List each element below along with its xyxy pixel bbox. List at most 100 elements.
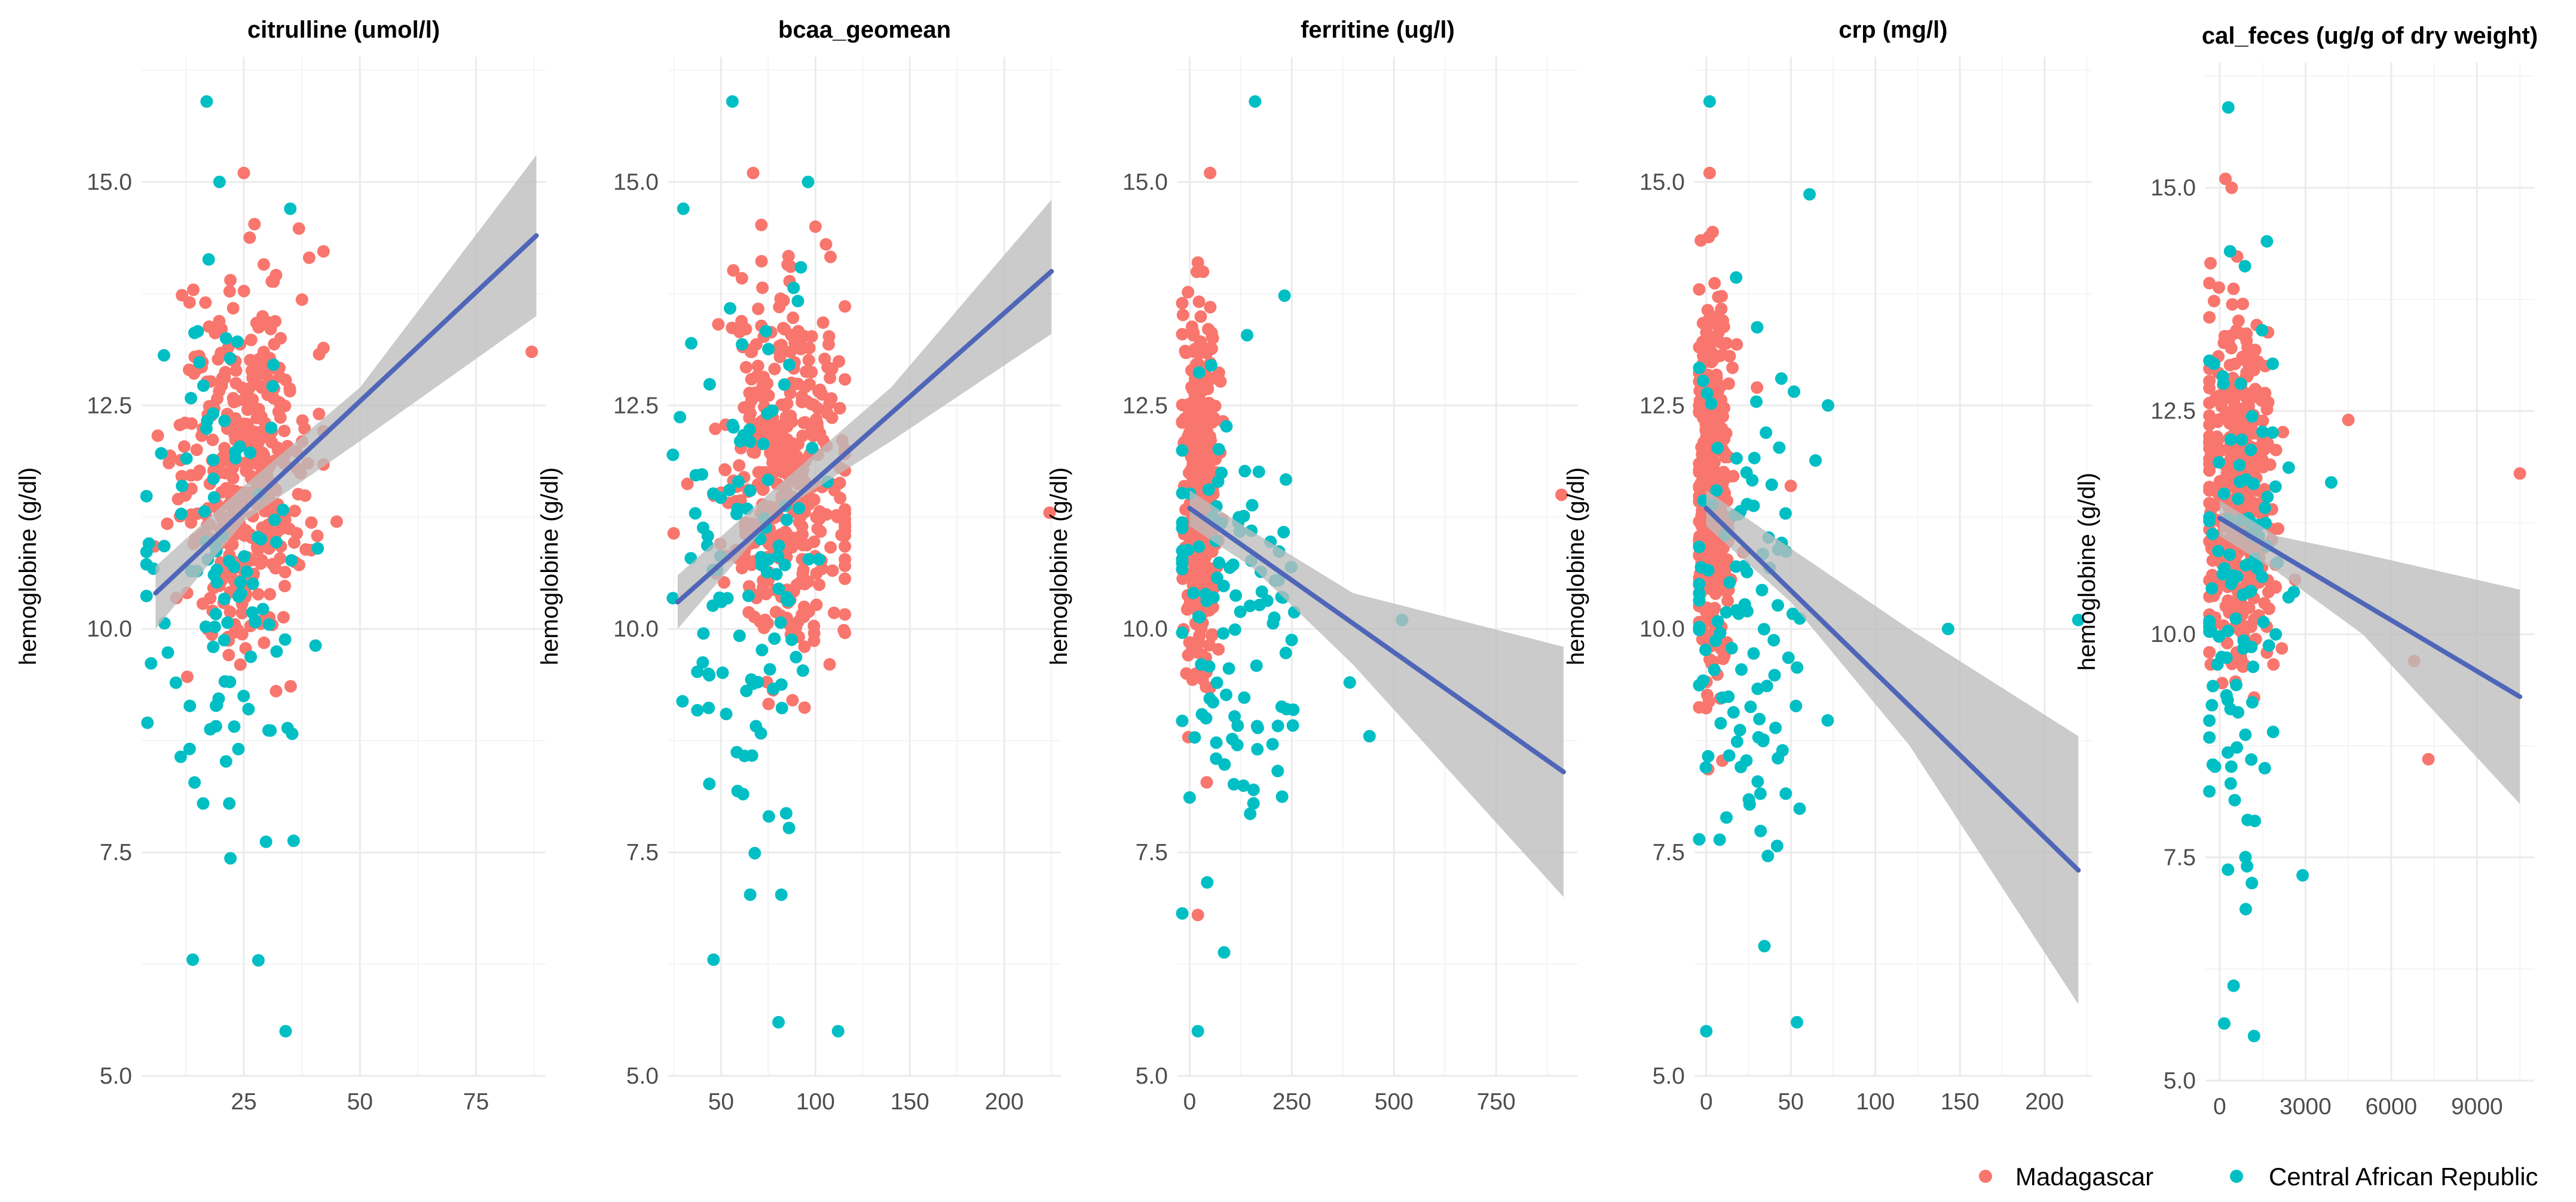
madagascar-point [1715,302,1728,316]
madagascar-point [1191,394,1204,407]
car-point [1747,499,1760,512]
car-point [1727,706,1740,719]
madagascar-point [271,444,284,457]
madagascar-point [747,166,760,179]
car-point [1754,824,1767,837]
madagascar-point [235,607,249,620]
madagascar-point [266,558,279,571]
car-point [1730,735,1743,748]
car-point [731,784,744,797]
madagascar-point [257,258,270,271]
madagascar-point [1203,638,1216,652]
madagascar-point [1200,680,1213,693]
car-point [1735,663,1748,676]
car-point [760,565,773,579]
regression-line [1703,506,2081,873]
madagascar-point [735,272,748,285]
car-point [1782,651,1795,664]
madagascar-point [2247,465,2260,478]
madagascar-point [2212,433,2225,446]
car-point [1243,600,1256,613]
x-tick-label: 50 [708,1089,734,1115]
madagascar-point [802,354,815,367]
car-point [276,503,289,516]
madagascar-point [258,449,271,462]
car-point [1699,643,1712,656]
car-point [790,650,803,663]
car-point [1697,674,1710,687]
car-point [244,650,258,663]
y-tick-label: 5.0 [626,1063,659,1089]
madagascar-point [742,580,755,593]
madagascar-point [270,684,283,698]
madagascar-point [277,611,290,624]
madagascar-point [761,617,774,630]
madagascar-point [295,293,308,306]
car-point [1791,1016,1804,1029]
car-point [2223,244,2237,258]
panels: 5.0 7.5 10.0 12.5 15.0 25 50 75 citrulline (umol… [15,17,2538,1120]
madagascar-point [279,374,292,387]
madagascar-point [2204,256,2217,270]
car-point [2203,515,2216,528]
car-point [702,701,715,714]
madagascar-point [727,264,740,277]
madagascar-point [2240,351,2253,364]
y-tick-label: 7.5 [1136,840,1168,865]
madagascar-point [804,427,818,440]
car-point [1765,478,1778,491]
car-point [2203,625,2216,638]
car-point [1251,743,1264,756]
car-point [1279,473,1292,486]
madagascar-point [768,362,781,375]
panel-1: 5.0 7.5 10.0 12.5 15.0 25 50 75 citrulline (umol… [15,17,546,1115]
car-point [806,441,819,454]
car-point [724,302,737,315]
madagascar-point [809,220,822,233]
car-point [2247,1029,2260,1042]
car-point [796,664,809,677]
legend-marker-madagascar [1979,1170,1992,1183]
madagascar-point [2203,277,2216,290]
y-tick-label: 15.0 [87,169,132,195]
madagascar-point [252,588,265,601]
madagascar-point [818,352,831,365]
madagascar-point [264,588,277,601]
car-point [218,414,231,427]
madagascar-point [161,517,174,530]
x-tick-label: 250 [1272,1089,1311,1115]
car-point [2220,689,2233,702]
car-point [2251,562,2264,575]
madagascar-point [1705,311,1718,325]
madagascar-point [824,541,837,554]
madagascar-point [839,373,852,386]
madagascar-point [525,345,539,359]
madagascar-point [246,393,259,406]
car-point [780,513,793,527]
car-point [161,646,175,659]
car-point [793,501,806,515]
y-axis-label: hemoglobine (g/dl) [537,467,563,665]
car-point [2282,461,2295,474]
car-point [183,742,196,756]
madagascar-point [839,540,852,553]
car-point [1699,761,1712,774]
madagascar-point [313,408,326,421]
madagascar-point [790,579,803,592]
x-tick-label: 25 [231,1089,256,1115]
car-point [224,852,237,865]
car-point [1211,475,1225,488]
madagascar-point [2203,381,2216,394]
car-point [2211,658,2224,671]
car-point [1697,374,1710,387]
madagascar-point [781,258,794,271]
car-point [1200,595,1213,608]
madagascar-point [330,515,343,528]
car-point [2222,625,2235,638]
madagascar-point [185,417,198,430]
car-point [1822,399,1835,412]
madagascar-point [1194,310,1207,323]
madagascar-point [780,527,793,540]
car-point [2231,741,2244,754]
madagascar-point [827,606,840,619]
